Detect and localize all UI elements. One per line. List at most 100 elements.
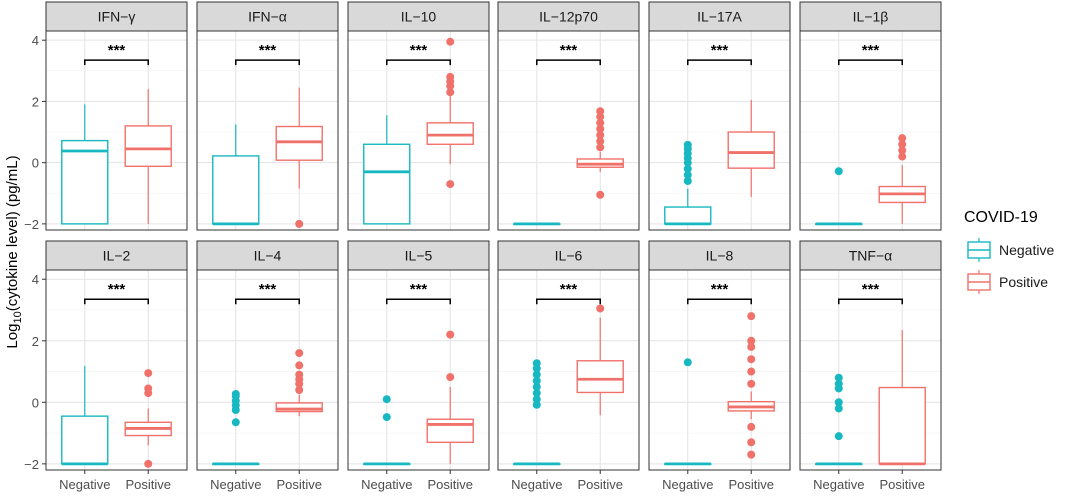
significance-bracket [536,59,601,66]
outlier-point [683,177,692,186]
significance-label: *** [259,281,277,298]
panel-border [648,30,791,231]
significance-label: *** [410,42,428,59]
y-axis-title-subscript: 10 [12,311,24,323]
outlier-point [596,304,605,313]
significance-bracket [235,59,300,66]
outlier-point [747,367,756,376]
strip-background [196,1,339,32]
legend-entry-label: Positive [999,274,1048,290]
outlier-point [532,400,541,409]
outlier-point [596,190,605,199]
box [363,143,411,225]
significance-bracket [386,59,451,66]
outlier-point [446,37,455,46]
panel-border [45,269,188,471]
box [878,386,926,465]
outlier-point [898,134,907,143]
outlier-point [747,422,756,431]
panel-background [649,270,790,470]
outlier-point [596,107,605,116]
y-tick-label: 4 [32,33,39,48]
panel-border [347,269,490,471]
outlier-point [683,140,692,149]
panel-border [347,30,490,231]
panel-title: IFN−γ [98,9,136,25]
outlier-point [446,72,455,81]
panel-background [197,270,338,470]
x-tick-label: Positive [577,477,623,492]
outlier-point [834,167,843,176]
y-tick-label: 4 [32,272,39,287]
box [275,402,323,413]
outlier-point [231,418,240,427]
y-tick-label: 0 [32,395,39,410]
panel-title: IL−4 [254,248,282,264]
outlier-point [532,359,541,368]
outlier-point [747,355,756,364]
panel: IL−17A *** [648,1,791,231]
outlier-point [747,450,756,459]
panel: IL−1β *** [799,1,942,231]
box [576,360,624,394]
outlier-point [596,124,605,133]
outlier-point [532,382,541,391]
legend-entry-label: Negative [999,242,1054,258]
x-tick-label: Negative [662,477,713,492]
outlier-point [446,330,455,339]
outlier-point [382,413,391,422]
significance-bracket [687,298,752,305]
box [124,125,172,168]
panel: IL−10 *** [347,1,490,231]
y-tick-label: −2 [24,217,39,232]
panel-background [649,31,790,230]
y-tick-label: 2 [32,94,39,109]
outlier-point [834,398,843,407]
outlier-point [144,384,153,393]
outlier-point [295,361,304,370]
x-tick-label: Negative [210,477,261,492]
x-tick-label: Positive [125,477,171,492]
significance-bracket [235,298,300,305]
outlier-point [834,379,843,388]
outlier-point [596,118,605,127]
panel-title: IL−10 [401,9,437,25]
box [212,155,260,225]
significance-label: *** [862,42,880,59]
outlier-point [747,336,756,345]
significance-label: *** [711,281,729,298]
outlier-point [834,373,843,382]
panel: IL−2 *** −2 0 2 4 Negative Positive [24,240,188,492]
box [426,418,474,444]
strip-background [799,240,942,271]
panel: IFN−γ *** −2 0 2 4 [24,1,188,232]
outlier-point [683,170,692,179]
outlier-point [532,370,541,379]
outlier-point [596,112,605,121]
panel: IL−6 *** Negative Positive [497,240,640,492]
outlier-point [834,404,843,413]
y-tick-label: 2 [32,334,39,349]
strip-background [196,240,339,271]
outlier-point [295,219,304,228]
panel-title: IL−5 [405,248,433,264]
outlier-point [446,180,455,189]
panel-border [45,30,188,231]
significance-bracket [84,59,149,66]
y-tick-label: −2 [24,457,39,472]
panel-title: IL−12p70 [539,9,598,25]
box [275,125,323,161]
significance-bracket [838,59,903,66]
outlier-point [446,373,455,382]
legend-title: COVID-19 [964,209,1038,226]
outlier-point [683,164,692,173]
x-tick-label: Positive [728,477,774,492]
panel-title: TNF−α [849,248,892,264]
outlier-point [446,88,455,97]
outlier-point [683,358,692,367]
legend: COVID-19 Negative Positive [964,209,1054,294]
significance-label: *** [862,281,880,298]
panel-title: IFN−α [248,9,287,25]
y-tick-label: 0 [32,156,39,171]
